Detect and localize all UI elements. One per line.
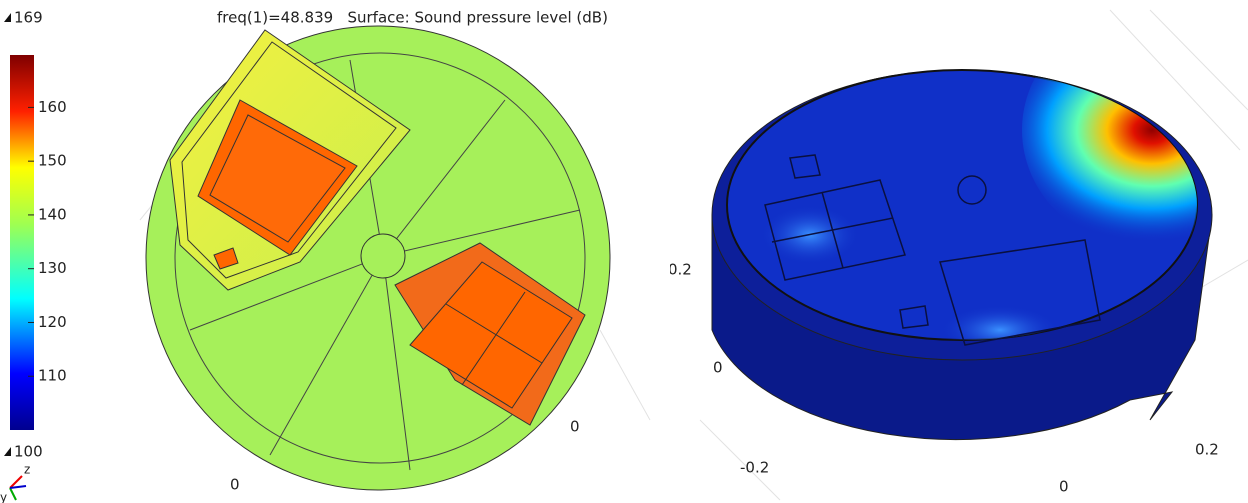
colorbar: [10, 55, 34, 430]
left-view: [146, 26, 610, 490]
max-marker: [4, 13, 11, 22]
colorbar-tick-label: 140: [38, 205, 67, 223]
right-view: [668, 10, 1248, 439]
triad-label: y: [0, 491, 7, 503]
axis-label: 0.2: [668, 261, 692, 279]
min-marker: [4, 447, 11, 456]
axis-label: 0: [230, 476, 240, 494]
screenshot: 160 150 140 130 120 110 169 100 z y freq(1)=4…: [0, 0, 1248, 503]
colorbar-tick-label: 150: [38, 152, 67, 170]
colorbar-tick-label: 110: [38, 367, 67, 385]
axis-label: 0: [713, 359, 723, 377]
triad-label: z: [24, 463, 30, 477]
colorbar-min: 100: [14, 443, 43, 461]
axis-label: 0: [1059, 478, 1069, 496]
plot-title: freq(1)=48.839 Surface: Sound pressure l…: [217, 9, 608, 27]
colorbar-tick-label: 120: [38, 313, 67, 331]
colorbar-tick-label: 130: [38, 259, 67, 277]
colorbar-tick-label: 160: [38, 98, 67, 116]
colorbar-max: 169: [14, 9, 43, 27]
axis-label: -0.2: [740, 459, 769, 477]
axis-label: 0.2: [1195, 441, 1219, 459]
crop-mask: [660, 255, 670, 285]
axis-triad: z y: [0, 463, 30, 503]
axis-label: 0: [570, 418, 580, 436]
